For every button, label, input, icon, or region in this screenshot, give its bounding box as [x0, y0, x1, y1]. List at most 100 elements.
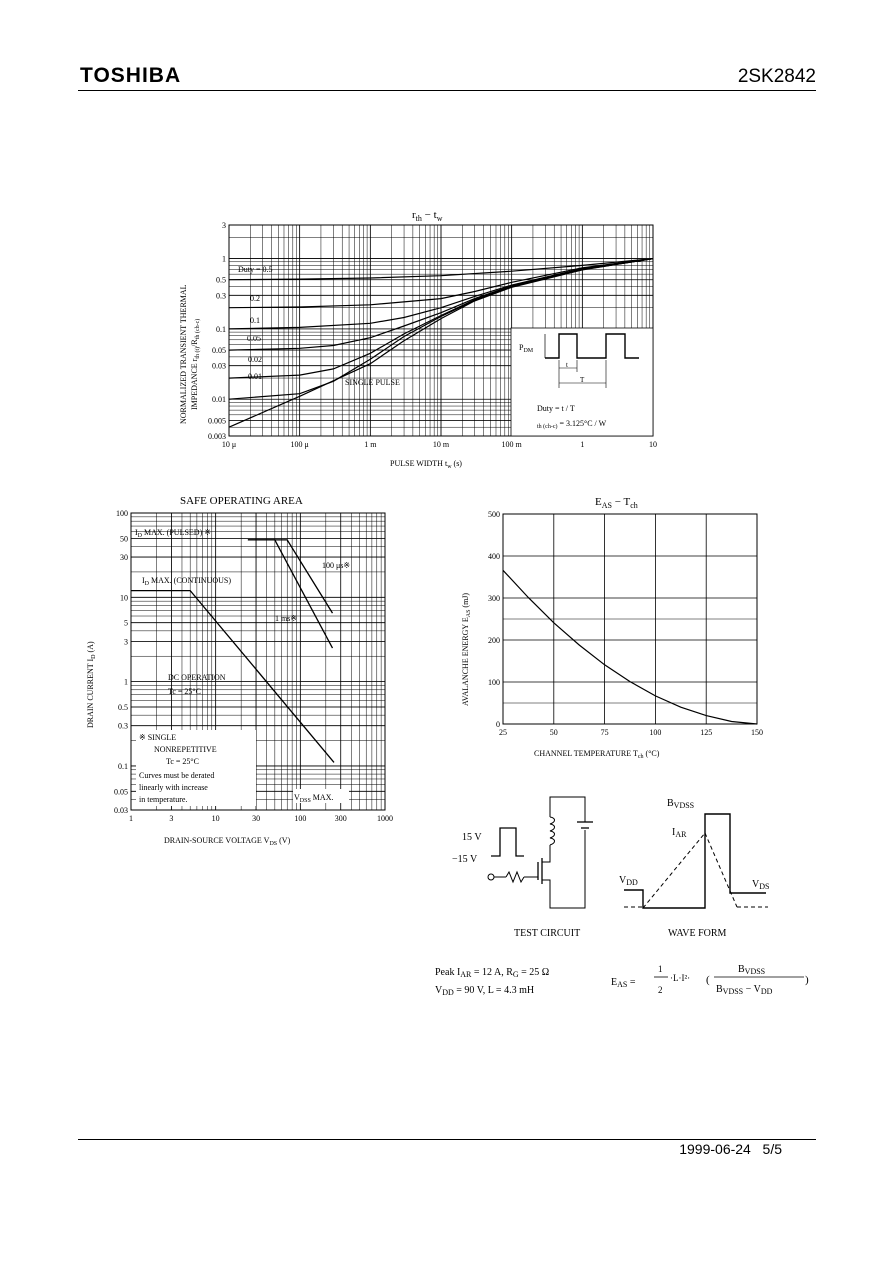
y-tick-label: 10 — [120, 593, 128, 602]
formula-den-2: 2 — [658, 985, 663, 995]
y-tick-label: 0.03 — [114, 806, 128, 815]
y-tick-label: 200 — [488, 636, 500, 645]
formula-lhs: EAS = — [611, 977, 636, 989]
y-tick-label: 400 — [488, 552, 500, 561]
rth-label-01: 0.1 — [250, 316, 260, 325]
inset-rth: th (ch-c) = 3.125°C / W — [537, 419, 607, 430]
y-tick-label: 0.005 — [208, 416, 226, 425]
formula-paren-open: ( — [706, 974, 710, 986]
wave-current-ramp — [642, 832, 706, 909]
wave-vdd: VDD — [619, 875, 638, 887]
footer-date: 1999-06-24 — [679, 1141, 751, 1157]
x-tick-label: 125 — [700, 728, 712, 737]
x-tick-label: 1 — [129, 814, 133, 823]
x-tick-label: 30 — [252, 814, 260, 823]
gate-terminal — [487, 873, 495, 881]
inductor-coil — [549, 816, 555, 846]
rth-label-001: 0.01 — [248, 372, 262, 381]
footer-text: 1999-06-24 5/5 — [679, 1141, 782, 1157]
soa-note-6: in temperature. — [139, 795, 187, 804]
gate-resistor — [505, 870, 525, 884]
soa-id-cont: ID MAX. (CONTINUOUS) — [142, 576, 231, 587]
header-rule — [78, 90, 816, 91]
y-tick-label: 0.3 — [216, 291, 226, 300]
x-tick-label: 25 — [499, 728, 507, 737]
inset-duty: Duty = t / T — [537, 404, 575, 413]
wave-current-decay — [704, 832, 738, 908]
y-tick-label: 0.5 — [118, 703, 128, 712]
soa-id-pulsed: ID MAX. (PULSED) ※ — [135, 528, 211, 539]
part-number: 2SK2842 — [737, 66, 816, 87]
soa-dc-2: Tc = 25°C — [168, 687, 201, 696]
circuit-caption: TEST CIRCUIT — [514, 928, 580, 939]
x-tick-label: 1000 — [377, 814, 393, 823]
x-tick-label: 10 μ — [222, 440, 236, 449]
y-tick-label: 300 — [488, 594, 500, 603]
soa-1ms: 1 ms※ — [275, 614, 297, 623]
x-tick-label: 100 μ — [291, 440, 309, 449]
conditions-line-2: VDD = 90 V, L = 4.3 mH — [435, 985, 534, 997]
x-tick-label: 10 m — [433, 440, 450, 449]
eas-formula: EAS = 1 2 ·L·I²· ( BVDSS BVDSS − VDD ) — [611, 964, 809, 996]
x-tick-label: 3 — [169, 814, 173, 823]
y-tick-label: 5 — [124, 619, 128, 628]
y-tick-label: 0.05 — [114, 787, 128, 796]
footer-rule — [78, 1139, 816, 1140]
series-line — [228, 258, 654, 428]
series-line — [131, 589, 335, 763]
series-line — [247, 539, 334, 614]
rth-label-002: 0.02 — [248, 355, 262, 364]
formula-den-b: BVDSS − VDD — [716, 984, 773, 996]
formula-mid: ·L·I²· — [670, 973, 690, 983]
y-tick-label: 0.5 — [216, 276, 226, 285]
wave-vds-trace — [624, 813, 766, 909]
soa-chart: SAFE OPERATING AREA 1 3 10 30 100 300 1000 100 5… — [86, 495, 393, 847]
inset-pulse-train — [545, 333, 639, 359]
soa-note-4: Curves must be derated — [139, 771, 214, 780]
inset-pdm: PDM — [519, 343, 534, 354]
x-tick-label: 10 — [649, 440, 657, 449]
rth-inset: PDM t T Duty = t / T th (ch-c) = 3.125°C… — [510, 327, 654, 437]
y-tick-label: 50 — [120, 534, 128, 543]
y-tick-label: 0.05 — [212, 346, 226, 355]
x-tick-label: 300 — [335, 814, 347, 823]
x-tick-label: 50 — [550, 728, 558, 737]
y-tick-label: 3 — [222, 221, 226, 230]
x-tick-label: 100 — [294, 814, 306, 823]
y-tick-label: 1 — [124, 678, 128, 687]
soa-note-3: Tc = 25°C — [166, 757, 199, 766]
footer-page: 5/5 — [762, 1141, 782, 1157]
conditions-line-1: Peak IAR = 12 A, RG = 25 Ω — [435, 967, 549, 979]
wave-caption: WAVE FORM — [668, 928, 727, 939]
eas-title: EAS − Tch — [595, 496, 638, 510]
y-tick-label: 0.1 — [118, 762, 128, 771]
eas-tch-chart: EAS − Tch 25 50 75 100 125 150 500 400 300 200 100… — [461, 496, 763, 760]
rth-xlabel: PULSE WIDTH tw (s) — [390, 459, 462, 470]
y-tick-label: 0.03 — [212, 362, 226, 371]
soa-ylabel: DRAIN CURRENT ID (A) — [86, 641, 97, 728]
formula-paren-close: ) — [805, 974, 809, 986]
wave-bvdss: BVDSS — [667, 798, 694, 810]
x-tick-label: 10 — [212, 814, 220, 823]
wave-form: BVDSS IAR VDD VDS WAVE FORM — [619, 798, 769, 939]
rth-label-duty05: Duty = 0.5 — [238, 265, 273, 274]
formula-num-b: BVDSS — [738, 964, 765, 976]
y-tick-label: 1 — [222, 255, 226, 264]
soa-title: SAFE OPERATING AREA — [180, 495, 303, 507]
x-tick-label: 100 — [649, 728, 661, 737]
y-tick-label: 100 — [488, 678, 500, 687]
eas-ylabel: AVALANCHE ENERGY EAS (mJ) — [461, 593, 472, 706]
y-tick-label: 0.01 — [212, 395, 226, 404]
gate-pulse — [491, 827, 524, 857]
soa-note-5: linearly with increase — [139, 783, 208, 792]
x-tick-label: 1 m — [364, 440, 377, 449]
series-line — [502, 569, 758, 725]
soa-100us: 100 μs※ — [322, 561, 350, 570]
formula-num-1: 1 — [658, 964, 663, 974]
series-line — [247, 539, 334, 649]
circuit-v-low: −15 V — [452, 854, 478, 865]
test-conditions: Peak IAR = 12 A, RG = 25 Ω VDD = 90 V, L… — [435, 967, 549, 997]
rth-ylabel-1: NORMALIZED TRANSIENT THERMAL — [179, 284, 188, 424]
inset-T: T — [580, 376, 585, 384]
